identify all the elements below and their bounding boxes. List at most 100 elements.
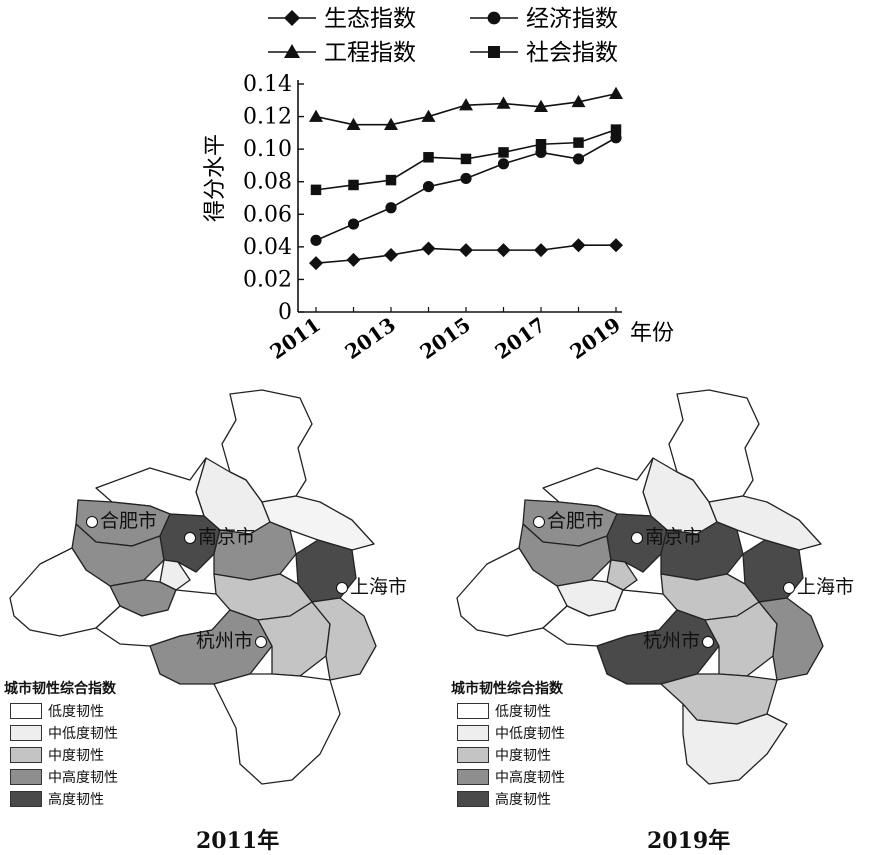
legend-entry: 社会指数 [470,40,618,66]
legend-entry: 工程指数 [268,40,416,66]
legend-item: 低度韧性 [4,700,118,722]
legend-label: 中度韧性 [495,748,551,764]
data-point-square [348,179,359,191]
legend-title: 城市韧性综合指数 [451,678,565,698]
chart-plot-area [309,86,623,271]
legend-label: 高度韧性 [48,792,104,808]
city-marker-icon [255,636,268,648]
data-point-diamond [571,238,586,253]
data-point-circle [347,218,360,230]
city-marker-icon [86,516,98,528]
map-2011: 合肥市 南京市 上海市 杭州市 城市韧性综合指数 低度韧性 中低度韧性 中度韧性 中高… [0,384,430,808]
y-tick-label: 0.08 [243,170,292,195]
data-point-square [610,124,622,135]
region [660,521,744,581]
data-point-diamond [609,238,623,253]
legend-item: 中度韧性 [4,744,118,766]
legend-item: 中低度韧性 [451,722,565,744]
region [758,597,824,681]
data-point-square [385,174,397,186]
x-tick-label: 2019 [565,312,624,364]
data-point-triangle [346,117,361,130]
legend-swatch [10,769,42,785]
x-tick-label: 2011 [265,312,324,364]
data-point-square [423,152,434,163]
legend-label: 高度韧性 [495,792,551,808]
data-point-diamond [346,252,361,267]
legend-label: 社会指数 [526,40,618,66]
legend-label: 中高度韧性 [495,770,565,786]
region [213,673,341,785]
legend-label: 中低度韧性 [495,726,565,742]
region [682,703,788,785]
city-label-shanghai: 上海市 [336,572,407,599]
data-point-circle [460,172,472,185]
y-tick-label: 0.04 [243,235,292,260]
y-tick-label: 0.14 [243,72,292,97]
city-label-hangzhou: 杭州市 [196,626,269,653]
data-point-diamond [534,243,548,258]
chart-axes: 0 0.02 0.04 0.06 0.08 0.10 0.12 0.14 2011 2013 201… [203,72,674,364]
series-circle [310,132,622,246]
data-point-circle [310,234,322,246]
map-2011-regions [9,389,377,785]
data-point-diamond [421,241,436,256]
legend-label: 低度韧性 [495,704,551,720]
data-point-triangle [284,44,300,58]
map-2019-legend: 城市韧性综合指数 低度韧性中低度韧性中度韧性中高度韧性高度韧性 [451,678,565,810]
legend-swatch [457,747,489,763]
city-marker-icon [783,582,795,594]
x-tick-label: 2017 [490,312,549,364]
map-2011-caption: 2011年 [196,828,280,854]
y-axis-title: 得分水平 [203,134,228,222]
city-label-shanghai: 上海市 [783,572,854,599]
legend-label: 生态指数 [324,6,416,32]
data-point-circle [422,181,435,193]
data-point-circle [610,132,622,144]
y-tick-label: 0.12 [243,105,292,130]
x-tick-label: 2013 [340,312,399,364]
series-triangle [309,86,623,130]
y-tick-label: 0 [278,300,292,325]
legend-rows: 低度韧性中低度韧性中度韧性中高度韧性高度韧性 [451,700,565,810]
legend-item: 高度韧性 [4,788,118,810]
legend-swatch [10,747,42,763]
data-point-triangle [609,86,623,100]
legend-title: 城市韧性综合指数 [4,678,118,698]
map-2019-caption: 2019年 [647,828,731,854]
city-marker-icon [702,636,715,648]
legend-item: 中低度韧性 [4,722,118,744]
data-point-square [498,147,509,158]
data-point-diamond [459,243,473,258]
y-tick-label: 0.06 [243,202,292,227]
region [606,559,638,591]
data-point-square [535,139,547,150]
city-marker-icon [631,532,643,544]
x-tick-label: 2015 [415,312,474,364]
data-point-square [573,137,584,148]
legend-swatch [10,791,42,807]
legend-entry: 经济指数 [470,6,618,32]
legend-swatch [457,703,489,719]
data-point-triangle [459,98,473,111]
city-marker-icon [184,532,196,544]
map-2019: 合肥市 南京市 上海市 杭州市 城市韧性综合指数 低度韧性 中低度韧性 中度韧性 中高… [447,384,877,808]
legend-swatch [10,703,42,719]
data-point-triangle [534,99,548,113]
data-point-diamond [309,256,323,271]
data-point-diamond [384,248,398,262]
data-point-circle [385,202,397,214]
city-label-hangzhou: 杭州市 [643,626,716,653]
data-point-triangle [384,117,398,130]
y-tick-label: 0.10 [243,137,292,162]
city-label-nanjing: 南京市 [631,522,702,549]
series-square [310,124,622,196]
data-point-triangle [309,109,323,122]
data-point-circle [497,158,510,170]
y-tick-label: 0.02 [243,267,292,292]
data-point-triangle [571,94,586,108]
region [213,521,297,581]
data-point-square [310,184,322,196]
legend-item: 高度韧性 [451,788,565,810]
region [159,559,191,591]
